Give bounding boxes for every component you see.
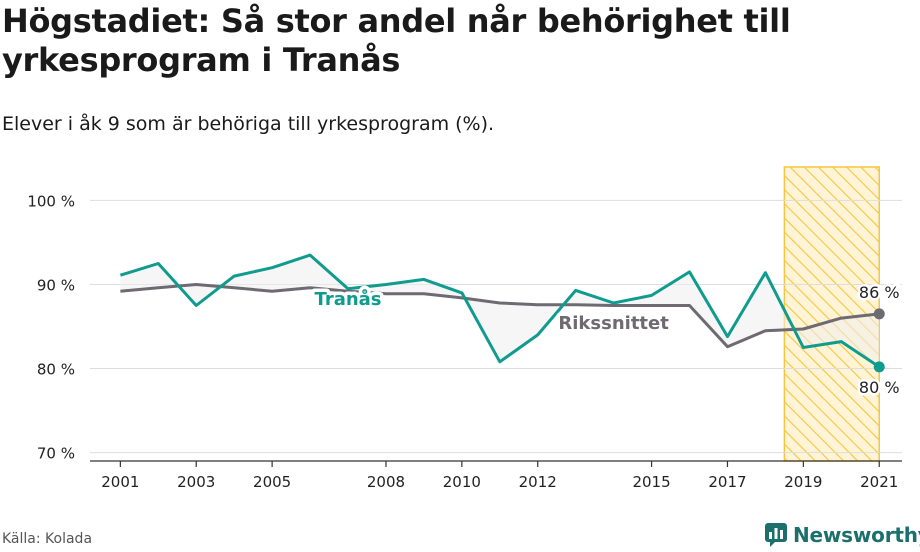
x-tick-label: 2019 <box>784 473 822 491</box>
series-label-rikssnittet: Rikssnittet <box>558 313 669 334</box>
y-tick-label: 100 % <box>27 192 75 210</box>
source-note: Källa: Kolada <box>2 531 93 547</box>
series-label-tranas: Tranås <box>315 288 382 310</box>
newsworthy-logo-icon <box>765 523 787 547</box>
difference-area <box>120 255 880 367</box>
brand-name: Newsworthy <box>793 523 920 547</box>
end-label-tranas: 80 % <box>859 378 900 397</box>
series-line-tranas <box>119 253 881 369</box>
x-tick-label: 2005 <box>253 473 291 491</box>
x-tick-label: 2015 <box>632 473 670 491</box>
y-tick-label: 70 % <box>37 445 75 463</box>
x-tick-label: 2021 <box>860 473 898 491</box>
end-label-rikssnittet: 86 % <box>859 283 900 302</box>
x-tick-label: 2010 <box>443 473 481 491</box>
x-tick-label: 2017 <box>708 473 746 491</box>
x-tick-label: 2008 <box>367 473 405 491</box>
y-tick-label: 80 % <box>37 361 75 379</box>
x-tick-label: 2012 <box>519 473 557 491</box>
series-line-rikssnittet <box>120 283 880 349</box>
end-point-tranas <box>873 361 885 373</box>
end-point-rikssnittet <box>873 308 885 320</box>
x-tick-label: 2003 <box>177 473 215 491</box>
chart-subtitle: Elever i åk 9 som är behöriga till yrkes… <box>2 113 495 135</box>
y-tick-label: 90 % <box>37 276 75 294</box>
brand-logo: Newsworthy <box>765 520 920 550</box>
x-tick-label: 2001 <box>101 473 139 491</box>
chart-title: Högstadiet: Så stor andel når behörighet… <box>2 2 791 79</box>
